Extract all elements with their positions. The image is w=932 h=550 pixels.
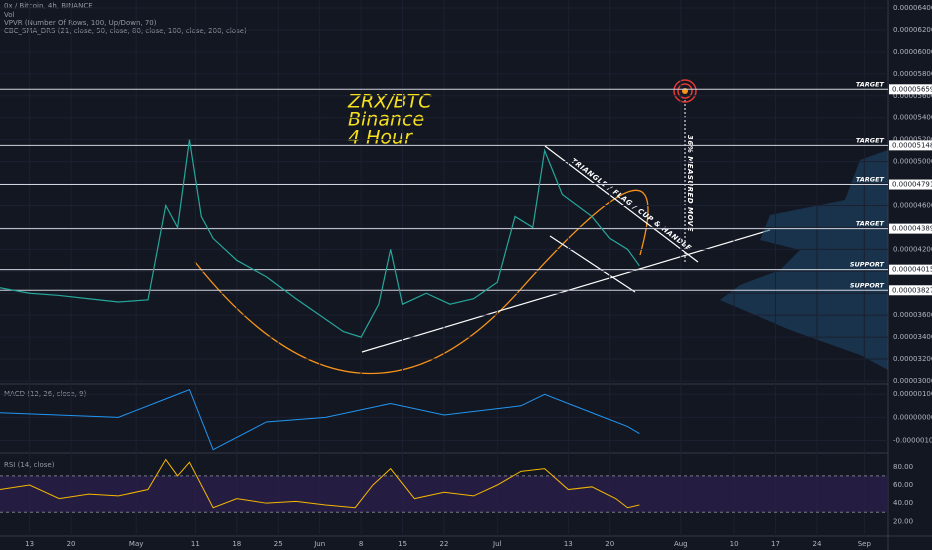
trendline [544, 145, 699, 263]
target-ring [677, 83, 693, 99]
level-box [889, 84, 932, 95]
trendline [549, 235, 636, 293]
y-tick-label: 0.00004600 [893, 201, 932, 209]
y-tick-label: 0.00005400 [893, 114, 932, 122]
level-label: 0.00005659 [892, 85, 932, 93]
level-tag: TARGET [856, 136, 885, 144]
x-tick-label: 17 [771, 540, 780, 548]
level-tag: SUPPORT [850, 281, 885, 289]
y-tick-label: 0.00003200 [893, 355, 932, 363]
level-box [889, 140, 932, 151]
level-tag: TARGET [856, 80, 885, 88]
y-tick-label: 0.00005200 [893, 136, 932, 144]
level-box [889, 264, 932, 275]
y-tick-label: 0.00000100 [893, 390, 932, 398]
price-line [0, 139, 640, 338]
x-tick-label: 8 [359, 540, 363, 548]
level-box [889, 223, 932, 234]
y-tick-label: 0.00006000 [893, 48, 932, 56]
level-box [889, 285, 932, 296]
level-label: 0.00004389 [892, 225, 932, 233]
x-tick-label: 11 [191, 540, 200, 548]
y-tick-label: -0.00000100 [893, 436, 932, 444]
heading: 4 Hour [348, 127, 413, 149]
rsi-line [0, 458, 640, 509]
x-tick-label: 13 [564, 540, 573, 548]
y-tick-label: 40.00 [893, 499, 913, 507]
y-tick-label: 0.00003000 [893, 377, 932, 385]
y-tick-label: 0.00005000 [893, 158, 932, 166]
level-label: 0.00005148 [892, 141, 932, 149]
y-tick-label: 0.00005800 [893, 70, 932, 78]
y-tick-label: 60.00 [893, 481, 913, 489]
x-tick-label: Jun [313, 540, 325, 548]
indicator-label: CBC_SMA_DRS (21, close, 50, close, 80, c… [4, 27, 247, 35]
x-tick-label: 22 [440, 540, 449, 548]
level-label: 0.00004015 [892, 266, 932, 274]
trendline [361, 229, 771, 353]
chart-title: 0x / Bitcoin, 4h, BINANCE [4, 2, 93, 10]
x-tick-label: 20 [605, 540, 614, 548]
x-tick-label: 18 [232, 540, 241, 548]
level-label: 0.00004791 [892, 181, 932, 189]
level-tag: TARGET [856, 176, 885, 184]
macd-line [0, 388, 640, 451]
y-tick-label: 0.00004200 [893, 245, 932, 253]
y-tick-label: 0.00000000 [893, 413, 932, 421]
x-tick-label: 24 [812, 540, 821, 548]
x-tick-label: 15 [398, 540, 407, 548]
heading: Binance [348, 109, 424, 131]
x-tick-label: Jul [492, 540, 502, 548]
y-tick-label: 0.00005600 [893, 92, 932, 100]
x-tick-label: Sep [858, 540, 872, 548]
y-tick-label: 0.00003400 [893, 333, 932, 341]
y-tick-label: 80.00 [893, 463, 913, 471]
x-tick-label: 20 [67, 540, 76, 548]
indicator-label: Vol [4, 11, 15, 19]
x-tick-label: 25 [274, 540, 283, 548]
y-tick-label: 0.00003600 [893, 311, 932, 319]
y-tick-label: 0.00006200 [893, 26, 932, 34]
level-tag: SUPPORT [850, 261, 885, 269]
target-ring [673, 79, 697, 103]
level-tag: TARGET [856, 220, 885, 228]
level-box [889, 179, 932, 190]
rsi-band [0, 475, 888, 513]
y-tick-label: 20.00 [893, 517, 913, 525]
x-tick-label: 10 [730, 540, 739, 548]
x-tick-label: 13 [25, 540, 34, 548]
indicator-label: VPVR (Number Of Rows, 100, Up/Down, 70) [4, 19, 157, 27]
level-label: 0.00003827 [892, 286, 932, 294]
y-tick-label: 0.00006400 [893, 4, 932, 12]
x-tick-label: May [129, 540, 143, 548]
cup-curve [194, 189, 649, 375]
x-tick-label: Aug [674, 540, 688, 548]
